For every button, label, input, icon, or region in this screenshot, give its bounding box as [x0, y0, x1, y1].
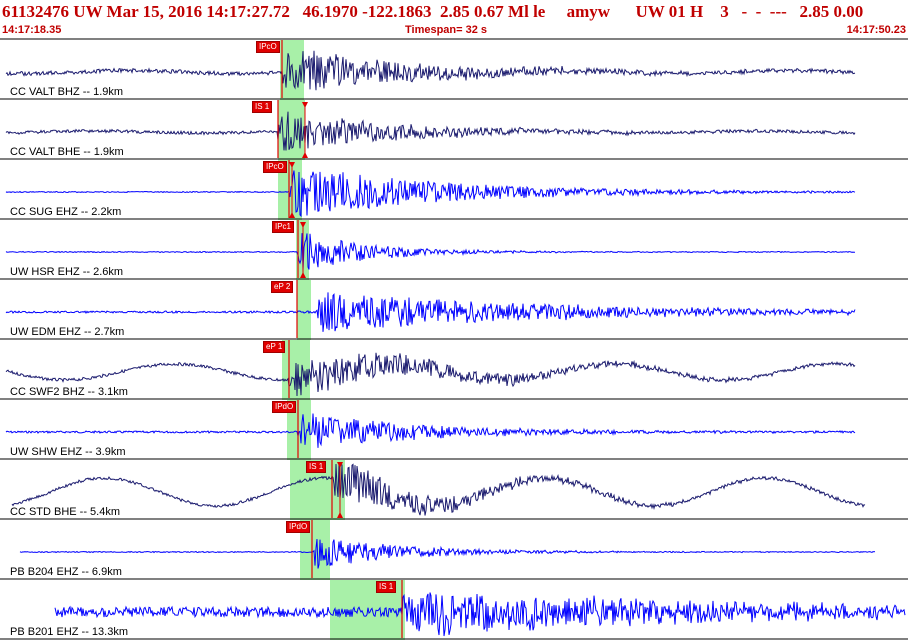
- station-label: CC VALT BHZ -- 1.9km: [10, 86, 124, 98]
- seismic-waveform: [5, 413, 856, 448]
- pick-flag-triangle-icon: [302, 102, 308, 108]
- station-label: UW HSR EHZ -- 2.6km: [10, 266, 124, 278]
- station-label: CC VALT BHE -- 1.9km: [10, 146, 124, 158]
- seismic-waveform: [54, 592, 906, 637]
- station-label: PB B204 EHZ -- 6.9km: [10, 566, 122, 578]
- seismic-waveform: [11, 463, 866, 516]
- timespan-label: Timespan= 32 s: [405, 24, 488, 36]
- end-time: 14:17:50.23: [846, 24, 906, 36]
- s-pick-triangle-icon: [300, 272, 306, 278]
- station-label: CC STD BHE -- 5.4km: [10, 506, 121, 518]
- s-pick-triangle-icon: [337, 512, 343, 518]
- pick-tag[interactable]: eP 1: [263, 341, 286, 353]
- pick-tag[interactable]: IPdO: [272, 401, 297, 413]
- header-bar: 61132476 UW Mar 15, 2016 14:17:27.72 46.…: [0, 0, 908, 38]
- pick-tag[interactable]: IS 1: [306, 461, 327, 473]
- pick-tag[interactable]: IPcO: [256, 41, 280, 53]
- event-title: 61132476 UW Mar 15, 2016 14:17:27.72 46.…: [2, 2, 864, 21]
- pick-tag[interactable]: IS 1: [252, 101, 273, 113]
- station-label: UW EDM EHZ -- 2.7km: [10, 326, 125, 338]
- pick-flag-triangle-icon: [337, 462, 343, 468]
- station-label: CC SWF2 BHZ -- 3.1km: [10, 386, 128, 398]
- station-label: PB B201 EHZ -- 13.3km: [10, 626, 128, 638]
- pick-tag[interactable]: eP 2: [271, 281, 294, 293]
- station-label: UW SHW EHZ -- 3.9km: [10, 446, 126, 458]
- seismic-waveform: [5, 352, 856, 397]
- pick-window-highlight: [297, 280, 311, 340]
- start-time: 14:17:18.35: [2, 24, 62, 36]
- pick-flag-triangle-icon: [289, 162, 295, 168]
- seismic-waveform: [5, 170, 856, 218]
- seismic-waveform: [5, 50, 856, 91]
- seismic-waveform: [5, 111, 856, 151]
- seismic-waveform: [19, 539, 876, 569]
- s-pick-triangle-icon: [302, 152, 308, 158]
- pick-tag[interactable]: IPdO: [286, 521, 311, 533]
- seismic-waveform: [5, 233, 856, 271]
- pick-tag[interactable]: IS 1: [376, 581, 397, 593]
- seismic-waveform: [5, 292, 856, 332]
- pick-flag-triangle-icon: [300, 222, 306, 228]
- station-label: CC SUG EHZ -- 2.2km: [10, 206, 122, 218]
- s-pick-triangle-icon: [289, 212, 295, 218]
- pick-tag[interactable]: IPc1: [272, 221, 295, 233]
- pick-tag[interactable]: IPcO: [263, 161, 287, 173]
